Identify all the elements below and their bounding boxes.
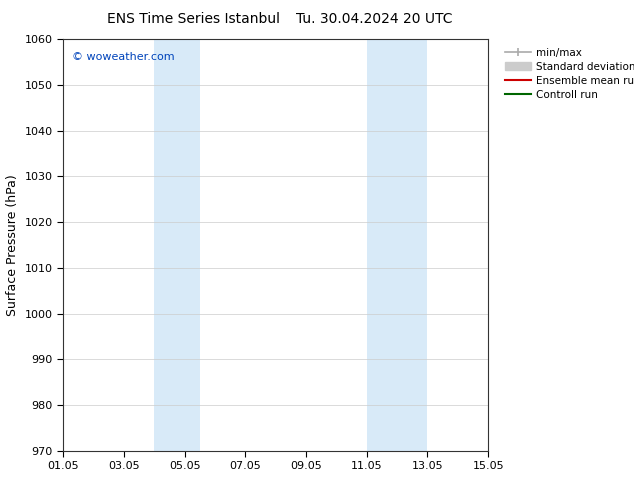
- Legend: min/max, Standard deviation, Ensemble mean run, Controll run: min/max, Standard deviation, Ensemble me…: [502, 45, 634, 103]
- Text: Tu. 30.04.2024 20 UTC: Tu. 30.04.2024 20 UTC: [296, 12, 452, 26]
- Bar: [367, 39, 427, 451]
- Text: ENS Time Series Istanbul: ENS Time Series Istanbul: [107, 12, 280, 26]
- Text: © woweather.com: © woweather.com: [72, 51, 174, 62]
- Bar: [155, 39, 200, 451]
- Y-axis label: Surface Pressure (hPa): Surface Pressure (hPa): [6, 174, 19, 316]
